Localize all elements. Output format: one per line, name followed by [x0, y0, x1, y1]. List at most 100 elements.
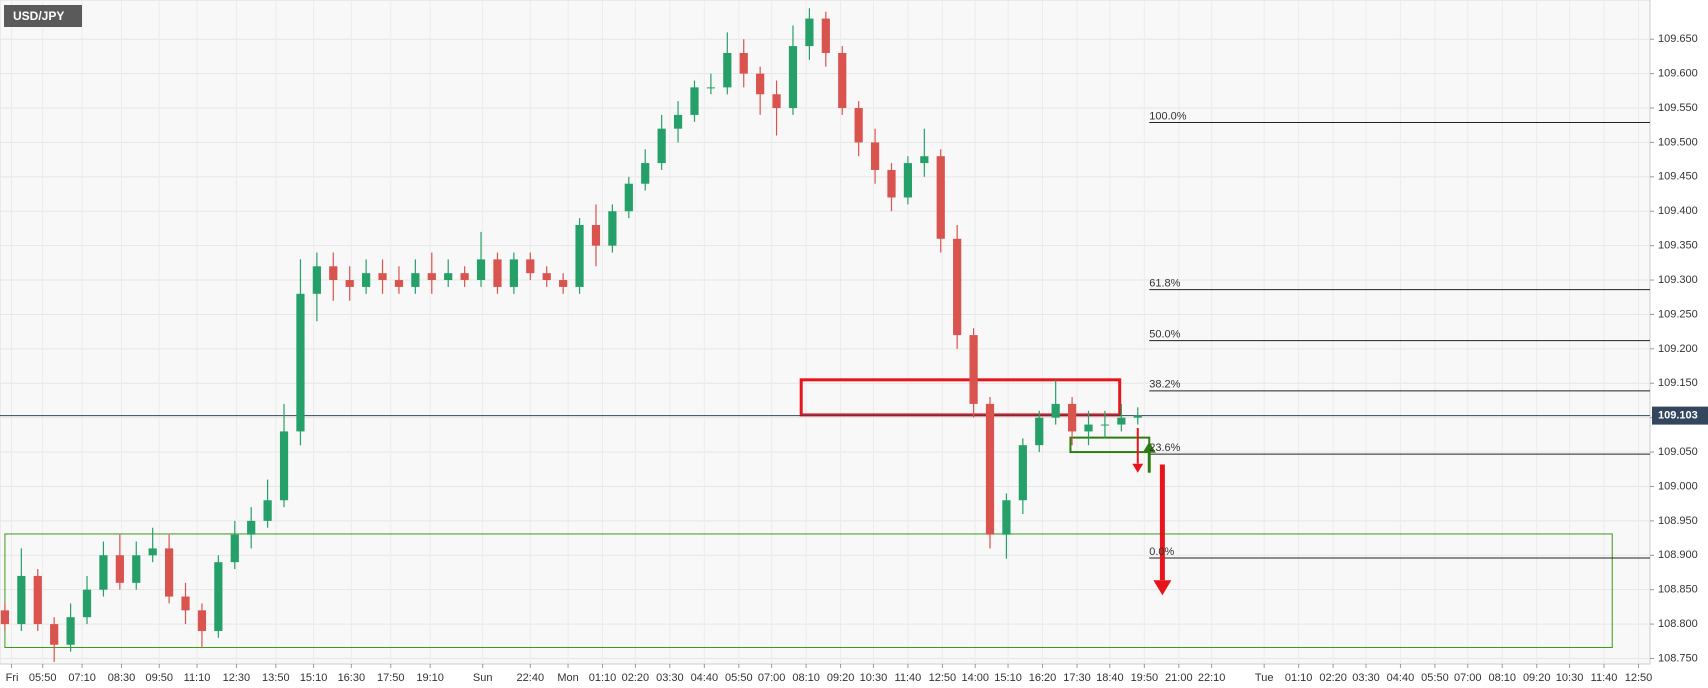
x-tick-label: 12:50: [1625, 672, 1653, 684]
candle-body: [624, 183, 633, 212]
fib-label: 38.2%: [1149, 379, 1180, 391]
x-tick-label: 18:40: [1096, 672, 1124, 684]
fib-label: 100.0%: [1149, 110, 1187, 122]
x-tick-label: 08:10: [792, 672, 820, 684]
candle-body: [756, 73, 765, 95]
candle-body: [493, 259, 502, 287]
x-tick-label: 17:50: [377, 672, 405, 684]
candle-body: [1100, 424, 1110, 426]
candle-body: [345, 280, 354, 287]
candle-body: [985, 403, 995, 535]
x-tick-label: 13:50: [262, 672, 290, 684]
annotation-box: [799, 378, 1122, 417]
fib-label: 50.0%: [1149, 329, 1180, 341]
candle-body: [312, 266, 321, 294]
x-tick-label: 22:40: [517, 672, 545, 684]
candle-body: [854, 108, 863, 143]
y-tick-label: 109.150: [1658, 377, 1698, 389]
chart-title: USD/JPY: [13, 9, 64, 23]
x-tick-label: 04:40: [691, 672, 719, 684]
y-tick-label: 108.850: [1658, 584, 1698, 596]
x-tick-label: 09:20: [827, 672, 855, 684]
candle-body: [66, 617, 75, 645]
x-tick-label: 19:50: [1131, 672, 1159, 684]
x-tick-label: 05:50: [29, 672, 57, 684]
candle-body: [476, 259, 486, 281]
candle-body: [197, 610, 207, 631]
candle-body: [1067, 403, 1077, 432]
candle-body: [378, 273, 387, 281]
candle-body: [608, 211, 617, 246]
last-price-label: 109.103: [1658, 410, 1698, 422]
x-tick-label: 15:10: [300, 672, 328, 684]
candle-body: [657, 128, 666, 164]
x-tick-label: 22:10: [1198, 672, 1226, 684]
y-tick-label: 108.900: [1658, 549, 1698, 561]
x-tick-label: 04:40: [1387, 672, 1415, 684]
candle-body: [641, 163, 650, 184]
y-tick-label: 109.600: [1658, 68, 1698, 80]
y-tick-label: 109.650: [1658, 33, 1698, 45]
candle-body: [460, 273, 469, 281]
candle-body: [509, 259, 518, 287]
candle-body: [920, 156, 929, 164]
y-tick-label: 109.250: [1658, 308, 1698, 320]
candle-body: [1117, 417, 1126, 425]
x-tick-label: Sun: [473, 672, 493, 684]
x-tick-label: Fri: [6, 672, 19, 684]
x-tick-label: 11:40: [895, 672, 922, 684]
candle-body: [903, 163, 913, 198]
x-tick-label: 05:50: [1421, 672, 1449, 684]
x-tick-label: 19:10: [416, 672, 444, 684]
y-tick-label: 108.950: [1658, 515, 1698, 527]
x-tick-label: 17:30: [1063, 672, 1091, 684]
candle-body: [115, 555, 124, 583]
candle-body: [870, 142, 880, 170]
candle-body: [706, 87, 715, 89]
arrow-head: [1142, 441, 1156, 453]
candle-body: [542, 273, 551, 281]
candle-body: [723, 52, 732, 88]
x-tick-label: 05:50: [725, 672, 753, 684]
x-tick-label: 02:20: [622, 672, 650, 684]
x-tick-label: 10:30: [1556, 672, 1584, 684]
candle-body: [953, 238, 962, 336]
candle-body: [788, 46, 798, 109]
candle-body: [936, 156, 945, 239]
arrow-head: [1153, 580, 1172, 596]
x-tick-label: 12:50: [929, 672, 957, 684]
candle-body: [82, 589, 92, 618]
candle-body: [1002, 500, 1011, 535]
candle-body: [394, 280, 404, 287]
candle-body: [230, 534, 239, 563]
x-tick-label: 16:30: [338, 672, 366, 684]
candle-body: [575, 225, 584, 287]
x-tick-label: 10:30: [860, 672, 888, 684]
candle-body: [1051, 403, 1060, 418]
candle-body: [690, 87, 699, 115]
candle-body: [33, 575, 42, 625]
candle-body: [247, 520, 256, 535]
x-tick-label: Tue: [1255, 672, 1274, 684]
y-tick-label: 109.500: [1658, 136, 1698, 148]
x-tick-label: 07:00: [1454, 672, 1482, 684]
candle-body: [772, 94, 781, 109]
x-tick-label: 16:20: [1029, 672, 1057, 684]
candle-body: [1018, 445, 1027, 501]
candle-body: [805, 18, 814, 47]
candle-body: [591, 225, 601, 246]
candle-body: [181, 596, 190, 611]
candle-body: [838, 52, 847, 109]
candle-body: [148, 548, 157, 556]
x-tick-label: 15:10: [994, 672, 1022, 684]
x-tick-label: 01:10: [1285, 672, 1313, 684]
candle-body: [969, 335, 978, 404]
y-tick-label: 109.450: [1658, 171, 1698, 183]
candle-body: [427, 273, 436, 281]
candle-body: [411, 273, 420, 287]
candle-body: [263, 500, 272, 521]
candle-body: [1133, 415, 1142, 418]
x-tick-label: 08:10: [1488, 672, 1516, 684]
candle-body: [444, 273, 453, 281]
x-tick-label: 09:50: [145, 672, 173, 684]
